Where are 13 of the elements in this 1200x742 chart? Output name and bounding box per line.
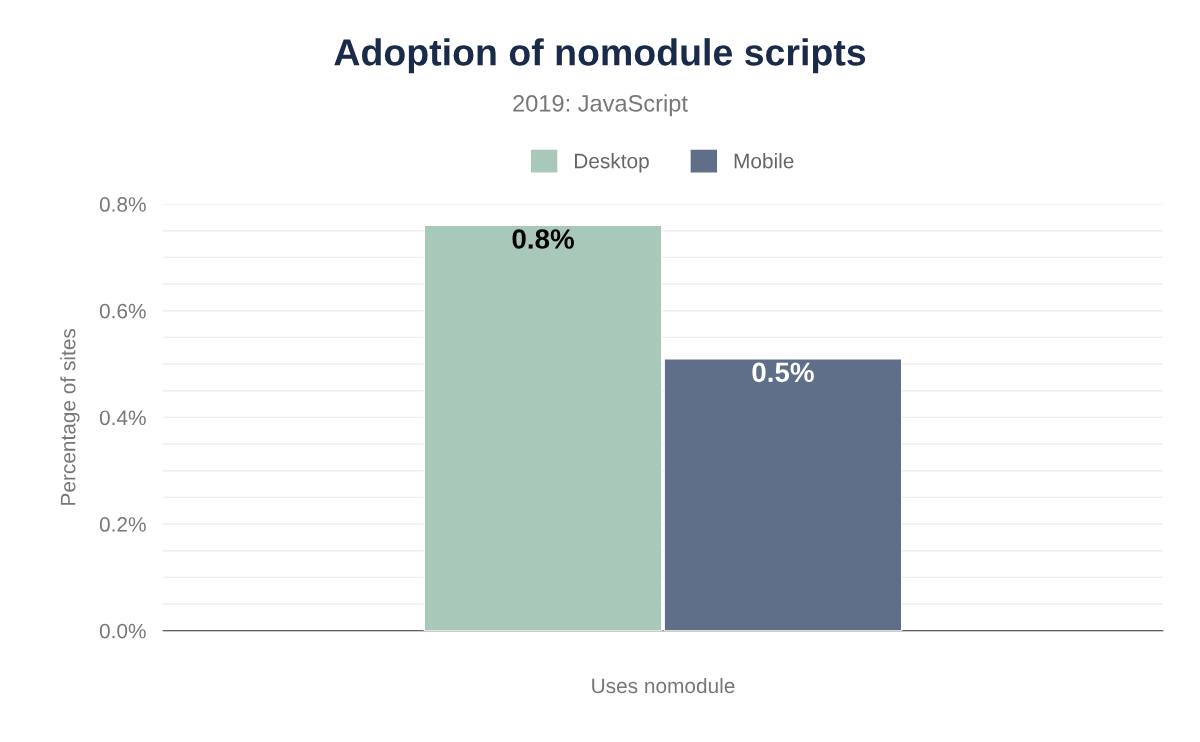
x-axis-title: Uses nomodule <box>592 677 735 694</box>
legend-label: Desktop <box>574 153 649 173</box>
y-axis-title: Percentage of sites <box>60 328 80 505</box>
y-tick-label: 0.4% <box>99 410 146 426</box>
y-tick-label: 0.0% <box>99 623 146 639</box>
y-tick-label: 0.2% <box>99 517 146 532</box>
chart-subtitle: 2019: JavaScript <box>513 94 688 117</box>
data-label: 0.5% <box>752 362 814 383</box>
legend-label: Mobile <box>734 153 794 169</box>
chart-title: Adoption of nomodule scripts <box>334 38 866 74</box>
data-label: 0.8% <box>512 229 574 249</box>
y-tick-label: 0.6% <box>99 303 146 319</box>
y-tick-label: 0.8% <box>99 197 146 212</box>
